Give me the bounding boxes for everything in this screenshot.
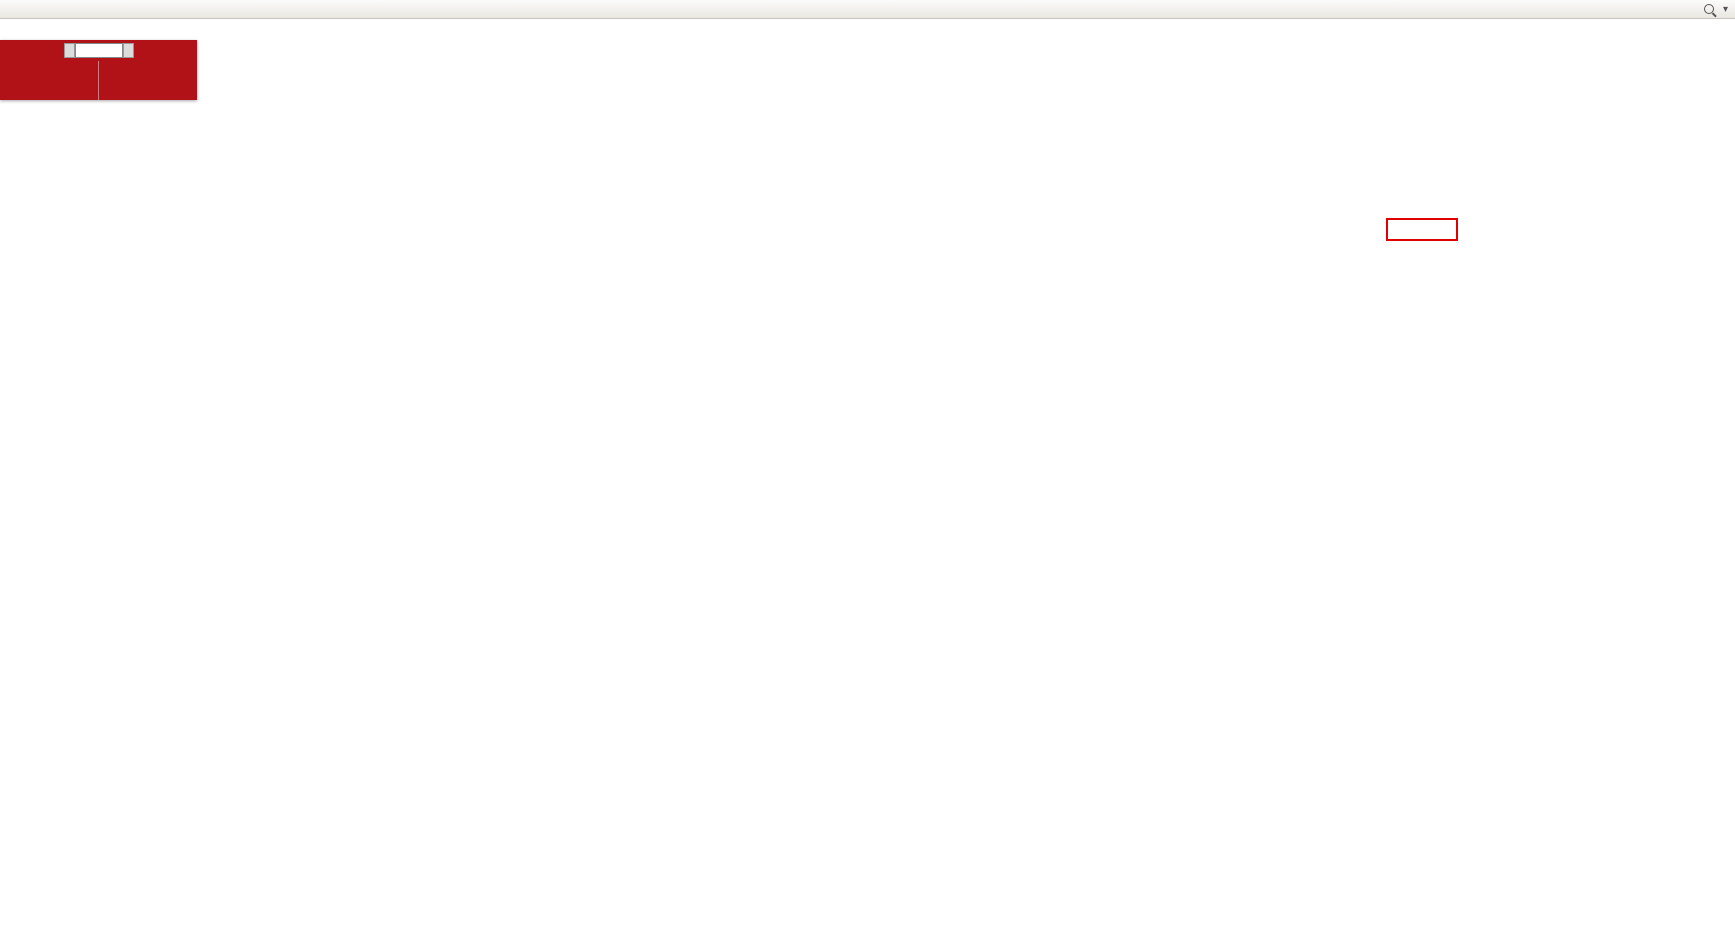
sell-price[interactable] xyxy=(0,61,98,100)
volume-decrease-button[interactable] xyxy=(63,43,75,58)
rsi-indicator-label xyxy=(5,686,12,697)
buy-price[interactable] xyxy=(98,61,197,100)
macd-indicator-label xyxy=(5,529,19,540)
search-icon[interactable] xyxy=(1703,4,1714,14)
chart-window xyxy=(0,19,1735,948)
one-click-trading-panel xyxy=(0,40,197,100)
chart-canvas[interactable] xyxy=(0,19,1735,948)
volume-increase-button[interactable] xyxy=(122,43,134,58)
volume-input[interactable] xyxy=(74,43,123,58)
toolbar-right: ▾ xyxy=(1703,3,1728,15)
toolbar: ▾ xyxy=(0,0,1735,19)
toolbar-overflow-icon[interactable]: ▾ xyxy=(1722,3,1728,15)
price-callout-label[interactable] xyxy=(1386,218,1458,241)
